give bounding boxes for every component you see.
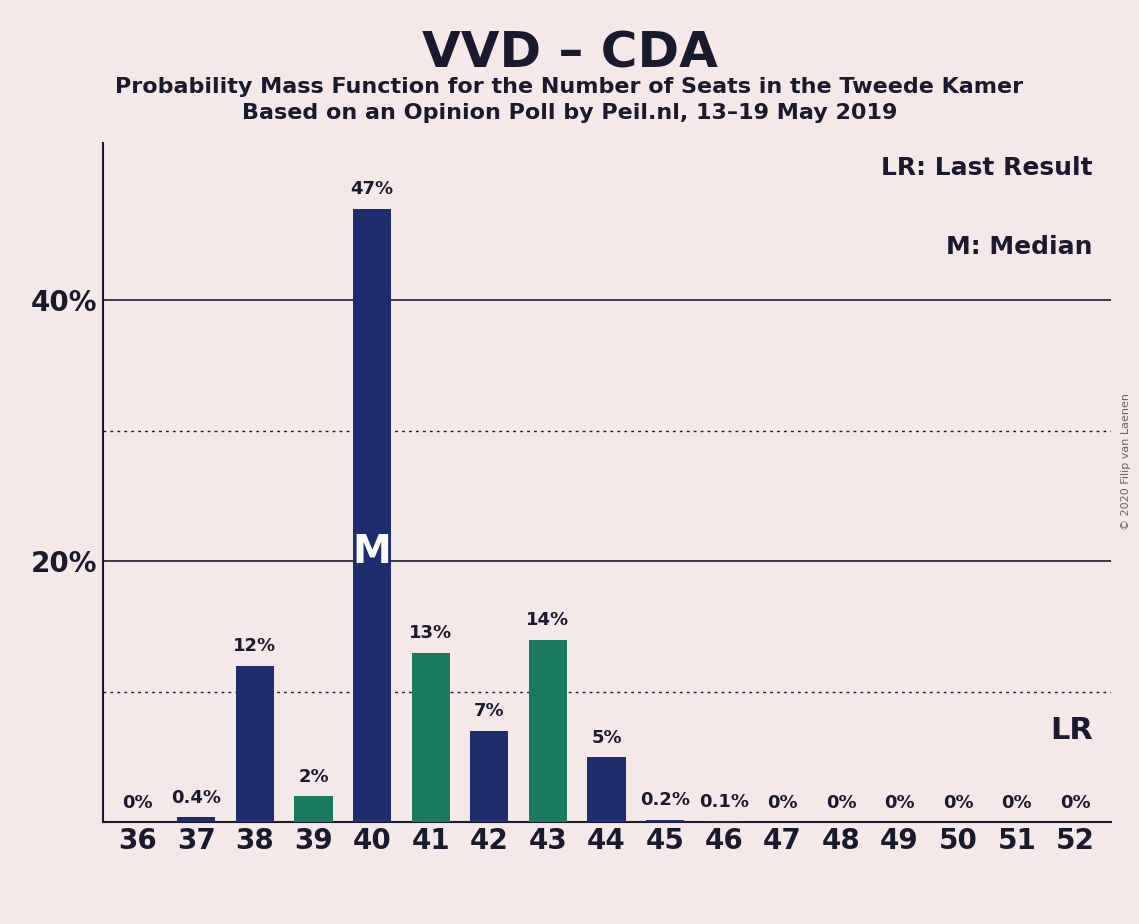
Text: 2%: 2% (298, 768, 329, 785)
Text: Probability Mass Function for the Number of Seats in the Tweede Kamer: Probability Mass Function for the Number… (115, 77, 1024, 97)
Bar (528, 639, 567, 822)
Bar (411, 652, 450, 822)
Text: 7%: 7% (474, 702, 505, 721)
Bar (470, 731, 508, 822)
Bar (705, 821, 743, 822)
Text: 0%: 0% (122, 794, 153, 812)
Text: Based on an Opinion Poll by Peil.nl, 13–19 May 2019: Based on an Opinion Poll by Peil.nl, 13–… (241, 103, 898, 124)
Text: 0.1%: 0.1% (698, 793, 748, 810)
Text: 0%: 0% (767, 794, 797, 812)
Bar (588, 757, 625, 822)
Text: VVD – CDA: VVD – CDA (421, 30, 718, 78)
Text: 0%: 0% (884, 794, 915, 812)
Text: 5%: 5% (591, 729, 622, 747)
Bar (646, 820, 685, 822)
Text: M: Median: M: Median (947, 235, 1093, 259)
Bar (178, 817, 215, 822)
Text: 47%: 47% (351, 180, 394, 198)
Text: LR: LR (1050, 716, 1093, 746)
Text: 0.4%: 0.4% (171, 789, 221, 807)
Text: 0%: 0% (826, 794, 857, 812)
Text: M: M (353, 533, 392, 571)
Bar (353, 209, 391, 822)
Text: 13%: 13% (409, 624, 452, 642)
Bar (236, 665, 274, 822)
Text: 14%: 14% (526, 611, 570, 629)
Text: 0.2%: 0.2% (640, 791, 690, 809)
Bar (295, 796, 333, 822)
Text: © 2020 Filip van Laenen: © 2020 Filip van Laenen (1121, 394, 1131, 530)
Text: LR: Last Result: LR: Last Result (882, 156, 1093, 180)
Text: 0%: 0% (943, 794, 974, 812)
Text: 0%: 0% (1001, 794, 1032, 812)
Text: 0%: 0% (1060, 794, 1091, 812)
Text: 12%: 12% (233, 638, 277, 655)
